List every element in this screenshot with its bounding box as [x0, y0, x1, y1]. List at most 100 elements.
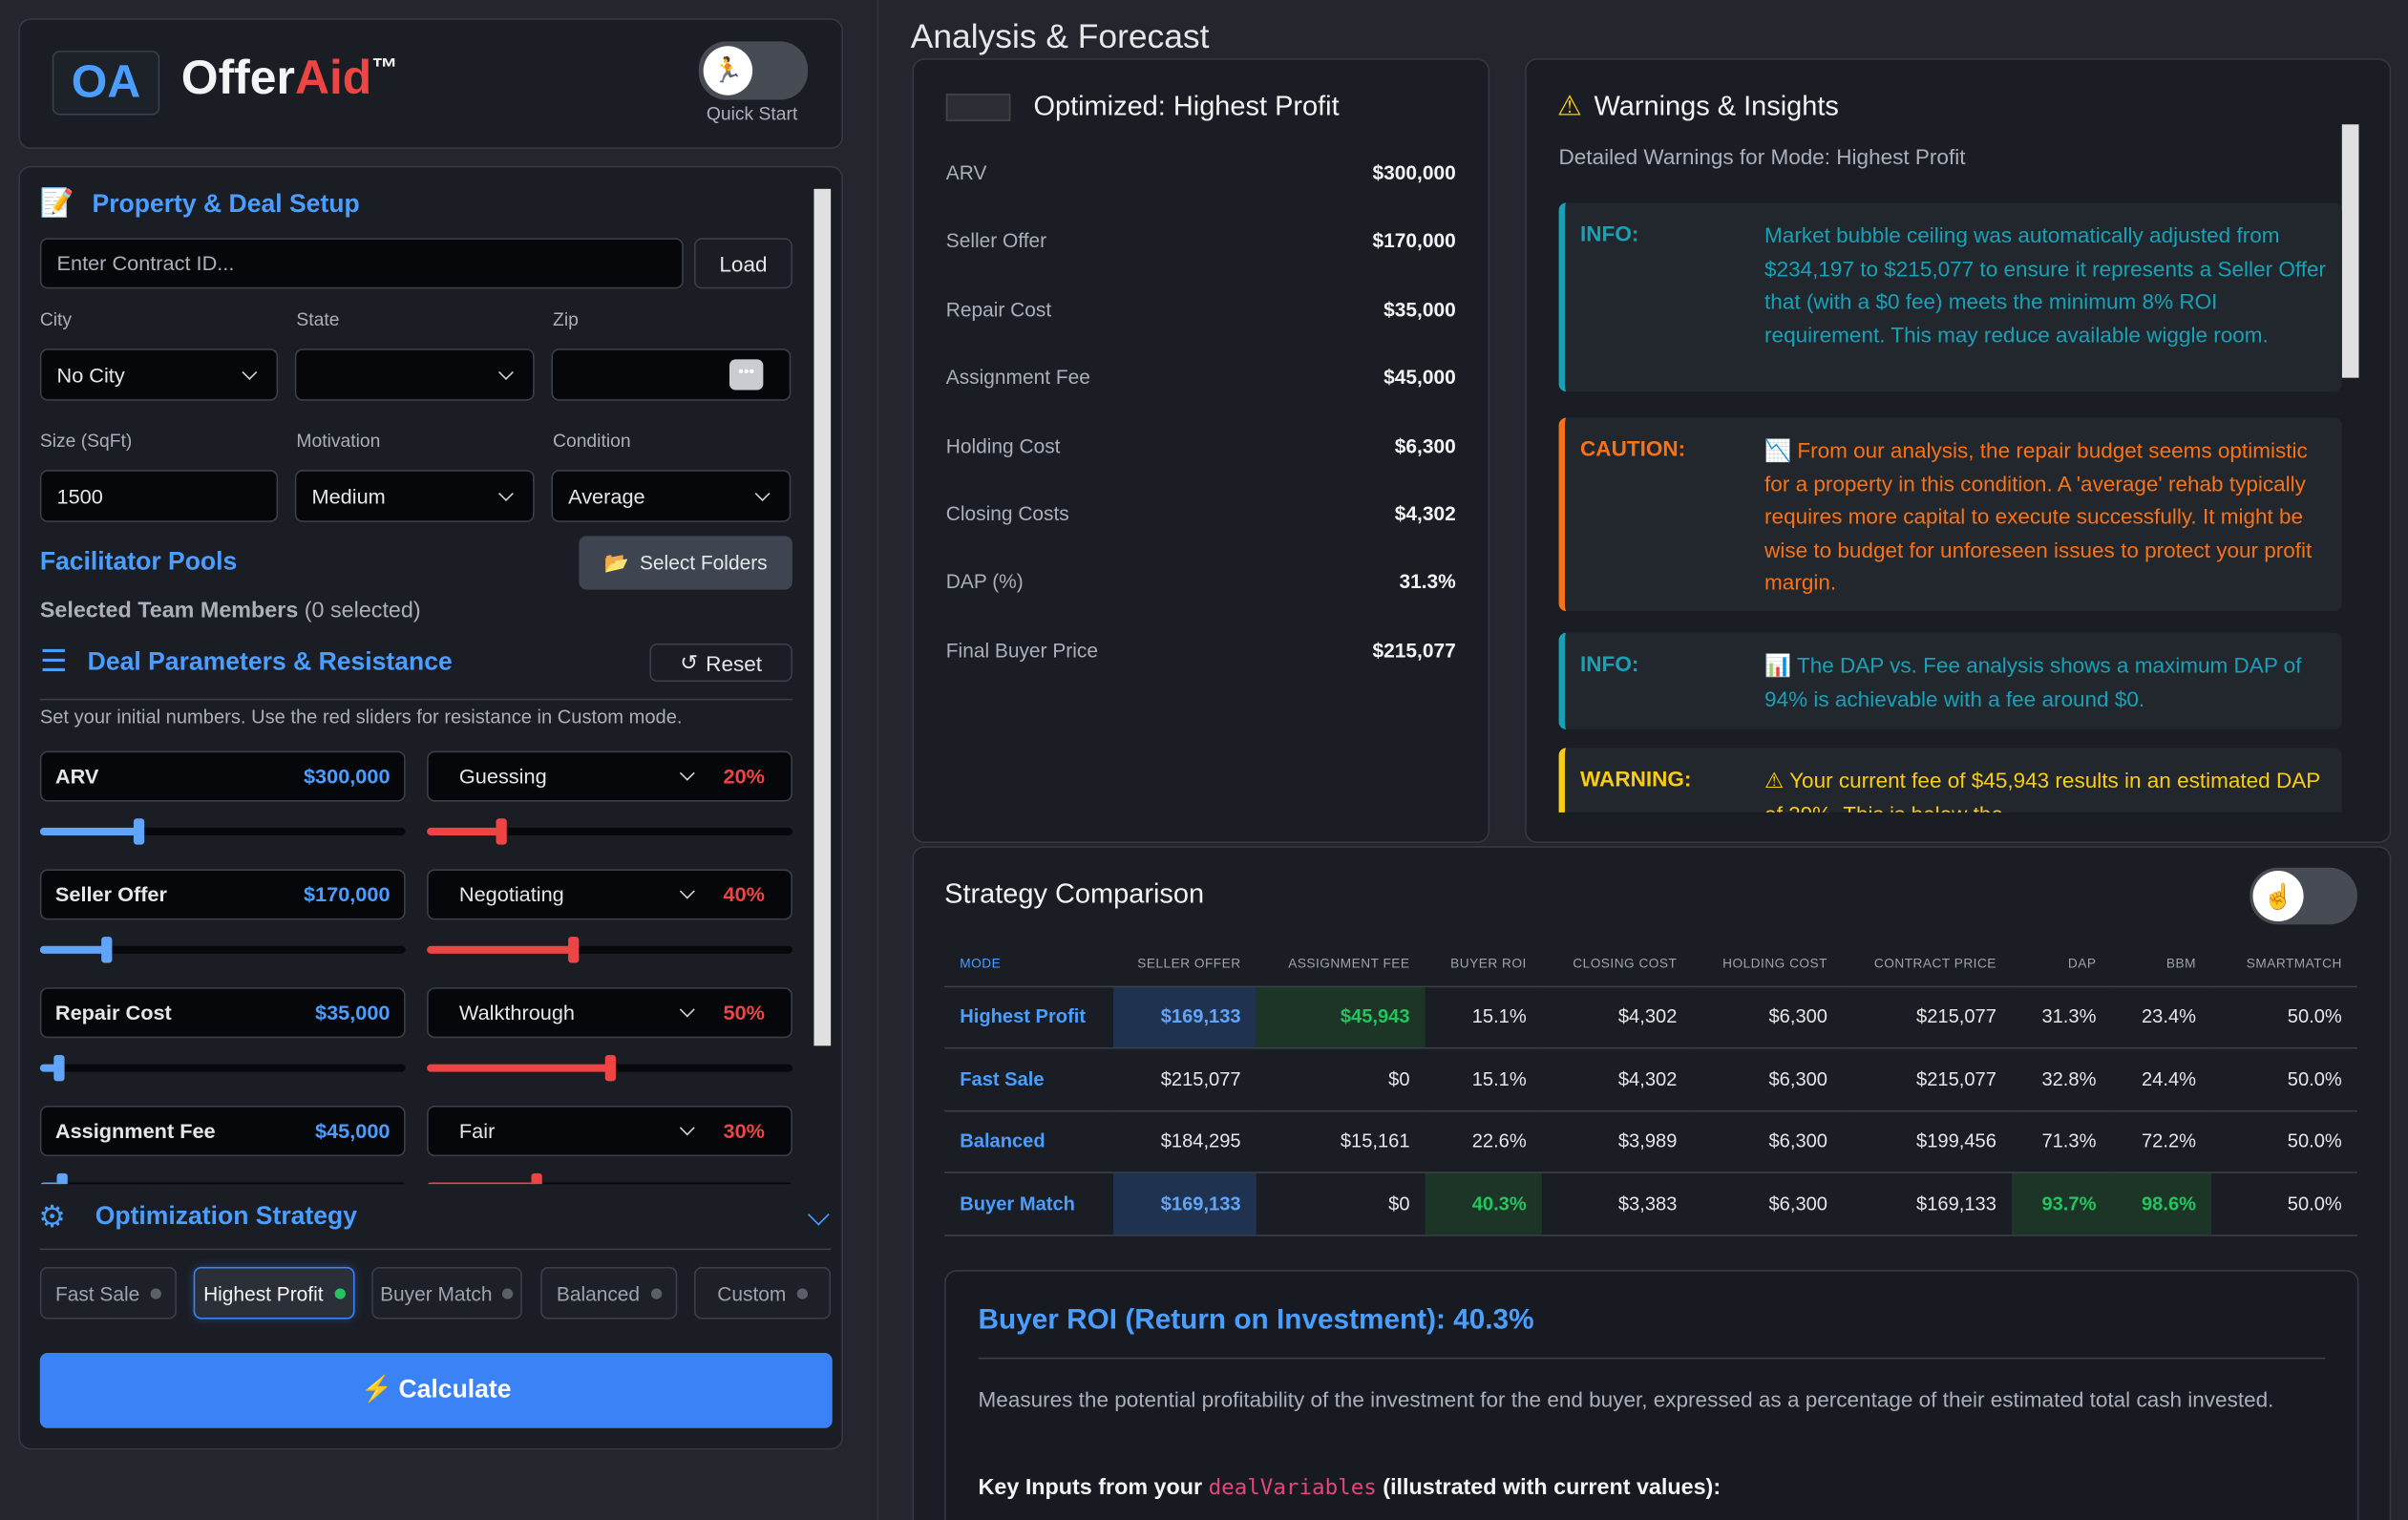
value-slider[interactable] — [39, 1172, 406, 1185]
metric-value: $4,302 — [1394, 501, 1456, 526]
state-select[interactable] — [294, 348, 535, 401]
resistance-slider-thumb[interactable] — [532, 1172, 543, 1185]
quick-start-toggle[interactable]: 🏃 — [698, 41, 809, 100]
column-header[interactable]: HOLDING COST — [1692, 939, 1844, 987]
brand-accent: Aid — [294, 51, 372, 105]
resistance-slider-fill — [427, 827, 500, 835]
param-label: ARV — [54, 764, 99, 789]
city-select[interactable]: No City — [39, 348, 279, 401]
column-header[interactable]: SELLER OFFER — [1113, 939, 1257, 987]
resistance-label: Fair — [458, 1119, 496, 1143]
condition-select[interactable]: Average — [551, 470, 792, 522]
warning-type: CAUTION: — [1580, 435, 1686, 461]
metric-value: $6,300 — [1394, 433, 1456, 457]
metric-label: Repair Cost — [945, 297, 1052, 321]
resistance-slider[interactable] — [427, 818, 792, 845]
condition-value: Average — [568, 484, 645, 508]
comparison-toggle[interactable]: ☝ — [2250, 867, 2357, 925]
strategy-option-fast-sale[interactable]: Fast Sale — [39, 1266, 177, 1319]
mode-cell[interactable]: Buyer Match — [944, 1172, 1114, 1235]
motivation-label: Motivation — [296, 430, 381, 452]
resistance-select[interactable]: Walkthrough 50% — [427, 987, 792, 1039]
table-row[interactable]: Fast Sale $215,077 $0 15.1% $4,302 $6,300 $215… — [944, 1047, 2357, 1111]
resistance-select[interactable]: Guessing 20% — [427, 750, 792, 802]
value-slider-thumb[interactable] — [100, 937, 113, 963]
contract-id-input[interactable]: Enter Contract ID... — [39, 238, 684, 289]
table-cell: $4,302 — [1541, 1047, 1693, 1111]
warning-item-info: INFO: 📊 The DAP vs. Fee analysis shows a … — [1558, 632, 2342, 729]
strategy-option-balanced[interactable]: Balanced — [540, 1266, 678, 1319]
resistance-label: Negotiating — [458, 882, 564, 906]
select-folders-button[interactable]: 📂 Select Folders — [579, 536, 792, 590]
warning-message: Market bubble ceiling was automatically … — [1764, 222, 2326, 347]
param-value-field[interactable]: Seller Offer $170,000 — [39, 869, 406, 920]
column-divider — [877, 0, 879, 1520]
column-header[interactable]: DAP — [2012, 939, 2112, 987]
value-slider[interactable] — [39, 818, 406, 845]
value-slider[interactable] — [39, 1054, 406, 1082]
metric-label: ARV — [945, 160, 987, 185]
table-cell: 98.6% — [2111, 1172, 2212, 1235]
resistance-slider-thumb[interactable] — [604, 1054, 616, 1082]
column-header[interactable]: CLOSING COST — [1541, 939, 1693, 987]
metric-value: $45,000 — [1384, 366, 1456, 390]
zip-input[interactable]: ••• — [551, 348, 792, 401]
value-slider-thumb[interactable] — [134, 818, 145, 845]
table-cell: 50.0% — [2211, 1109, 2357, 1173]
load-button[interactable]: Load — [693, 238, 792, 289]
size-input[interactable]: 1500 — [39, 470, 279, 522]
panel-scrollbar[interactable] — [813, 188, 832, 1046]
resistance-select[interactable]: Negotiating 40% — [427, 869, 792, 920]
resistance-slider-thumb[interactable] — [495, 818, 507, 845]
column-header[interactable]: MODE — [944, 939, 1114, 987]
column-header[interactable]: ASSIGNMENT FEE — [1256, 939, 1426, 987]
resistance-slider[interactable] — [427, 1054, 792, 1082]
resistance-slider[interactable] — [427, 937, 792, 963]
mode-cell[interactable]: Balanced — [944, 1109, 1114, 1173]
value-slider-thumb[interactable] — [56, 1172, 69, 1185]
param-value-field[interactable]: ARV $300,000 — [39, 750, 406, 802]
column-header[interactable]: BUYER ROI — [1425, 939, 1542, 987]
column-header[interactable]: BBM — [2111, 939, 2212, 987]
strategy-option-custom[interactable]: Custom — [693, 1266, 832, 1319]
strategy-option-buyer-match[interactable]: Buyer Match — [371, 1266, 522, 1319]
param-value-field[interactable]: Assignment Fee $45,000 — [39, 1106, 406, 1157]
gears-icon: ⚙ — [38, 1200, 67, 1235]
table-row[interactable]: Balanced $184,295 $15,161 22.6% $3,989 $6,300… — [944, 1109, 2357, 1173]
table-row[interactable]: Buyer Match $169,133 $0 40.3% $3,383 $6,300 $1… — [944, 1172, 2357, 1235]
column-header[interactable]: CONTRACT PRICE — [1843, 939, 2013, 987]
status-dot — [502, 1287, 514, 1298]
warning-item-warning: WARNING: ⚠ Your current fee of $45,943 re… — [1558, 748, 2342, 813]
table-cell: 22.6% — [1425, 1109, 1542, 1173]
table-cell: 32.8% — [2012, 1047, 2112, 1111]
roi-description: Measures the potential profitability of … — [978, 1386, 2274, 1412]
key-prefix: Key Inputs from your — [978, 1475, 1209, 1501]
table-cell: $3,989 — [1541, 1109, 1693, 1173]
resistance-select[interactable]: Fair 30% — [427, 1106, 792, 1157]
motivation-select[interactable]: Medium — [294, 470, 535, 522]
resistance-slider-thumb[interactable] — [568, 937, 580, 963]
resistance-slider[interactable] — [427, 1172, 792, 1185]
warning-message: 📊 The DAP vs. Fee analysis shows a maxim… — [1764, 652, 2302, 710]
value-slider[interactable] — [39, 937, 406, 963]
warning-type: INFO: — [1580, 650, 1639, 676]
key-code: dealVariables — [1208, 1475, 1377, 1501]
table-cell: 31.3% — [2012, 985, 2112, 1049]
divider — [978, 1357, 2326, 1360]
column-header[interactable]: SMARTMATCH — [2211, 939, 2357, 987]
mode-cell[interactable]: Highest Profit — [944, 985, 1114, 1049]
table-row[interactable]: Highest Profit $169,133 $45,943 15.1% $4,302… — [944, 985, 2357, 1049]
value-slider-thumb[interactable] — [53, 1054, 65, 1082]
value-slider-fill — [39, 1064, 58, 1072]
resistance-percent: 50% — [723, 1001, 765, 1024]
warnings-scrollbar[interactable] — [2341, 124, 2359, 378]
calculate-button[interactable]: ⚡ Calculate — [39, 1353, 833, 1428]
mode-cell[interactable]: Fast Sale — [944, 1047, 1114, 1111]
table-cell: 23.4% — [2111, 985, 2212, 1049]
param-value: $300,000 — [303, 764, 391, 789]
table-cell: 72.2% — [2111, 1109, 2212, 1173]
strategy-option-highest-profit[interactable]: Highest Profit — [193, 1266, 355, 1319]
password-manager-icon[interactable]: ••• — [729, 359, 764, 391]
reset-button[interactable]: ↺ Reset — [649, 643, 792, 683]
param-value-field[interactable]: Repair Cost $35,000 — [39, 987, 406, 1039]
